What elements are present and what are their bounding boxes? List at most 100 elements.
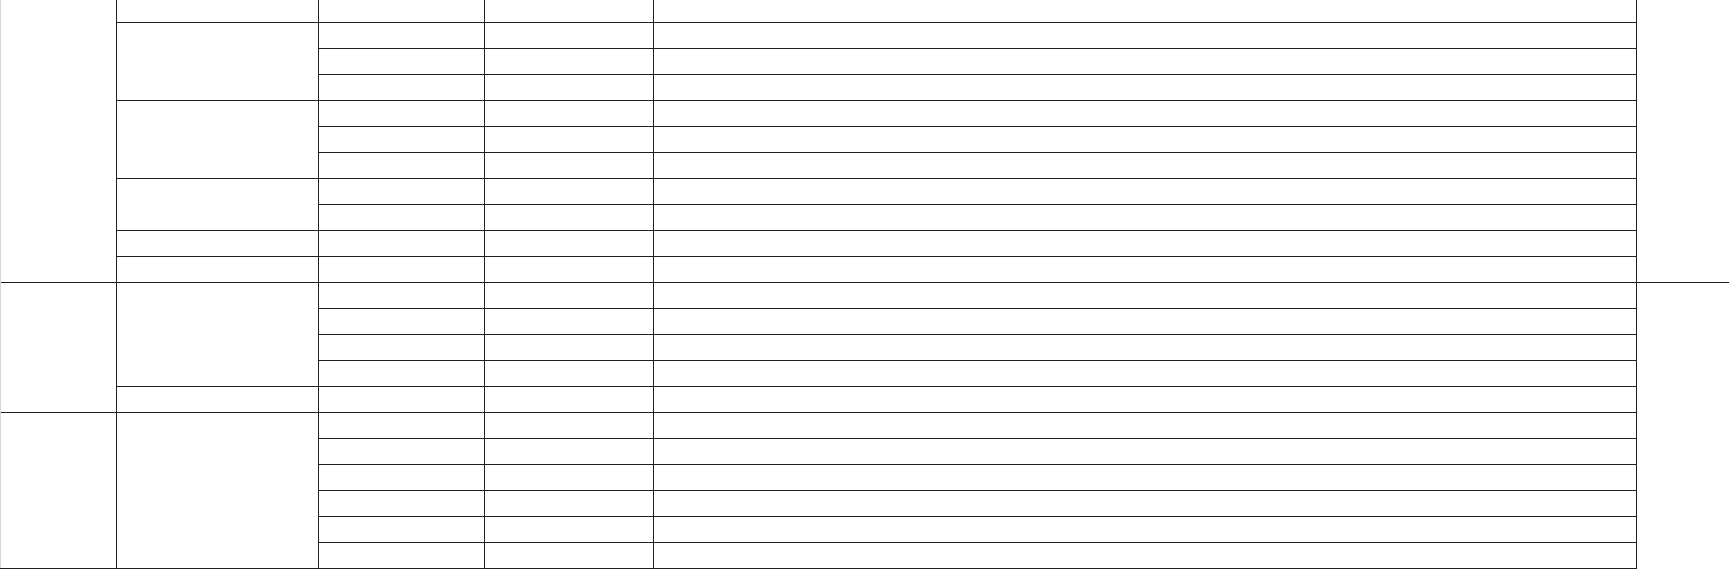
grid-line: [318, 386, 1637, 387]
feature-cell[interactable]: [319, 153, 484, 178]
feature-cell[interactable]: [319, 413, 484, 438]
feature-description-cell[interactable]: [654, 543, 1636, 568]
feature-cell[interactable]: [319, 309, 484, 334]
feature-cell[interactable]: [319, 257, 484, 282]
grid-line: [318, 22, 1637, 23]
feature-description-cell[interactable]: [654, 205, 1636, 230]
feature-id-cell[interactable]: [485, 361, 653, 386]
grid-line: [653, 0, 654, 568]
feature-description-cell[interactable]: [654, 179, 1636, 204]
feature-cell[interactable]: [319, 205, 484, 230]
feature-id-cell[interactable]: [485, 0, 653, 22]
feature-cell[interactable]: [319, 231, 484, 256]
category-cell[interactable]: [117, 101, 318, 178]
feature-id-cell[interactable]: [485, 153, 653, 178]
grid-line: [318, 48, 1637, 49]
grid-line: [318, 100, 1637, 101]
feature-description-cell[interactable]: [654, 361, 1636, 386]
feature-description-cell[interactable]: [654, 101, 1636, 126]
owner-cell[interactable]: [1637, 0, 1729, 282]
grid-line: [318, 230, 1637, 231]
category-cell[interactable]: [117, 231, 318, 256]
grid-line: [1636, 282, 1729, 283]
feature-cell[interactable]: [319, 491, 484, 516]
feature-id-cell[interactable]: [485, 413, 653, 438]
feature-id-cell[interactable]: [485, 491, 653, 516]
grid-line: [318, 438, 1637, 439]
category-cell[interactable]: [117, 283, 318, 386]
grid-line: [318, 0, 319, 568]
feature-description-cell[interactable]: [654, 439, 1636, 464]
feature-id-cell[interactable]: [485, 283, 653, 308]
feature-description-cell[interactable]: [654, 0, 1636, 22]
grid-line: [318, 126, 1637, 127]
grid-line: [318, 204, 1637, 205]
grid-line: [1636, 0, 1637, 568]
feature-id-cell[interactable]: [485, 335, 653, 360]
role-cell[interactable]: [1, 0, 116, 282]
category-cell[interactable]: [117, 387, 318, 412]
feature-cell[interactable]: [319, 465, 484, 490]
feature-id-cell[interactable]: [485, 309, 653, 334]
grid-line: [318, 412, 1637, 413]
feature-id-cell[interactable]: [485, 49, 653, 74]
feature-id-cell[interactable]: [485, 75, 653, 100]
feature-id-cell[interactable]: [485, 101, 653, 126]
category-cell[interactable]: [117, 413, 318, 568]
feature-cell[interactable]: [319, 127, 484, 152]
category-cell[interactable]: [117, 257, 318, 282]
feature-id-cell[interactable]: [485, 439, 653, 464]
grid-line: [0, 282, 117, 283]
grid-line: [0, 412, 117, 413]
owner-cell[interactable]: [1637, 283, 1729, 568]
role-cell[interactable]: [1, 283, 116, 412]
feature-cell[interactable]: [319, 335, 484, 360]
feature-description-cell[interactable]: [654, 23, 1636, 48]
feature-cell[interactable]: [319, 49, 484, 74]
feature-description-cell[interactable]: [654, 127, 1636, 152]
category-cell[interactable]: [117, 179, 318, 230]
feature-description-cell[interactable]: [654, 283, 1636, 308]
feature-cell[interactable]: [319, 0, 484, 22]
feature-cell[interactable]: [319, 387, 484, 412]
feature-cell[interactable]: [319, 439, 484, 464]
grid-line: [116, 256, 319, 257]
category-cell[interactable]: [117, 0, 318, 22]
feature-description-cell[interactable]: [654, 153, 1636, 178]
role-cell[interactable]: [1, 413, 116, 568]
feature-description-cell[interactable]: [654, 413, 1636, 438]
feature-description-cell[interactable]: [654, 335, 1636, 360]
grid-line: [116, 386, 319, 387]
feature-id-cell[interactable]: [485, 257, 653, 282]
grid-line: [116, 282, 319, 283]
feature-id-cell[interactable]: [485, 23, 653, 48]
feature-description-cell[interactable]: [654, 309, 1636, 334]
grid-line: [318, 178, 1637, 179]
feature-description-cell[interactable]: [654, 231, 1636, 256]
feature-id-cell[interactable]: [485, 205, 653, 230]
feature-id-cell[interactable]: [485, 231, 653, 256]
feature-description-cell[interactable]: [654, 49, 1636, 74]
feature-cell[interactable]: [319, 101, 484, 126]
feature-description-cell[interactable]: [654, 387, 1636, 412]
feature-cell[interactable]: [319, 361, 484, 386]
feature-id-cell[interactable]: [485, 517, 653, 542]
feature-cell[interactable]: [319, 23, 484, 48]
feature-id-cell[interactable]: [485, 127, 653, 152]
feature-cell[interactable]: [319, 283, 484, 308]
feature-id-cell[interactable]: [485, 179, 653, 204]
feature-description-cell[interactable]: [654, 517, 1636, 542]
feature-description-cell[interactable]: [654, 75, 1636, 100]
feature-id-cell[interactable]: [485, 465, 653, 490]
feature-cell[interactable]: [319, 179, 484, 204]
feature-id-cell[interactable]: [485, 387, 653, 412]
feature-id-cell[interactable]: [485, 543, 653, 568]
feature-cell[interactable]: [319, 75, 484, 100]
category-cell[interactable]: [117, 23, 318, 100]
feature-cell[interactable]: [319, 517, 484, 542]
feature-description-cell[interactable]: [654, 465, 1636, 490]
feature-description-cell[interactable]: [654, 257, 1636, 282]
feature-cell[interactable]: [319, 543, 484, 568]
feature-description-cell[interactable]: [654, 491, 1636, 516]
